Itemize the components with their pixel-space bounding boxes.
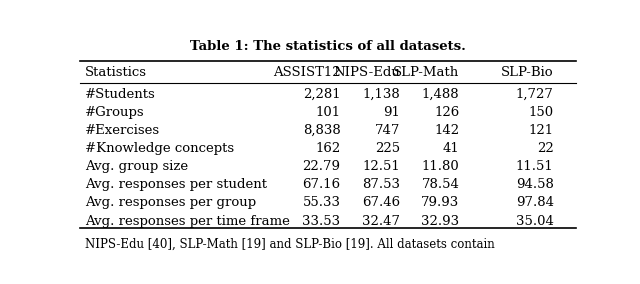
Text: 33.53: 33.53 xyxy=(302,214,340,227)
Text: #Knowledge concepts: #Knowledge concepts xyxy=(85,142,234,155)
Text: Table 1: The statistics of all datasets.: Table 1: The statistics of all datasets. xyxy=(190,39,466,53)
Text: 67.46: 67.46 xyxy=(362,197,400,209)
Text: 41: 41 xyxy=(443,142,460,155)
Text: 11.51: 11.51 xyxy=(516,160,554,173)
Text: Avg. group size: Avg. group size xyxy=(85,160,188,173)
Text: 79.93: 79.93 xyxy=(421,197,460,209)
Text: ASSIST12: ASSIST12 xyxy=(273,66,340,79)
Text: 2,281: 2,281 xyxy=(303,88,340,101)
Text: 32.47: 32.47 xyxy=(362,214,400,227)
Text: #Exercises: #Exercises xyxy=(85,124,160,137)
Text: 22: 22 xyxy=(537,142,554,155)
Text: 55.33: 55.33 xyxy=(303,197,340,209)
Text: 1,727: 1,727 xyxy=(516,88,554,101)
Text: 91: 91 xyxy=(383,106,400,119)
Text: 225: 225 xyxy=(375,142,400,155)
Text: 67.16: 67.16 xyxy=(302,178,340,191)
Text: #Groups: #Groups xyxy=(85,106,145,119)
Text: Avg. responses per time frame: Avg. responses per time frame xyxy=(85,214,290,227)
Text: 1,488: 1,488 xyxy=(422,88,460,101)
Text: 22.79: 22.79 xyxy=(303,160,340,173)
Text: NIPS-Edu: NIPS-Edu xyxy=(333,66,400,79)
Text: 87.53: 87.53 xyxy=(362,178,400,191)
Text: 97.84: 97.84 xyxy=(516,197,554,209)
Text: SLP-Math: SLP-Math xyxy=(393,66,460,79)
Text: Statistics: Statistics xyxy=(85,66,147,79)
Text: 121: 121 xyxy=(529,124,554,137)
Text: #Students: #Students xyxy=(85,88,156,101)
Text: 94.58: 94.58 xyxy=(516,178,554,191)
Text: 150: 150 xyxy=(529,106,554,119)
Text: 78.54: 78.54 xyxy=(422,178,460,191)
Text: SLP-Bio: SLP-Bio xyxy=(501,66,554,79)
Text: 1,138: 1,138 xyxy=(362,88,400,101)
Text: 101: 101 xyxy=(316,106,340,119)
Text: 747: 747 xyxy=(374,124,400,137)
Text: 8,838: 8,838 xyxy=(303,124,340,137)
Text: NIPS-Edu [40], SLP-Math [19] and SLP-Bio [19]. All datasets contain: NIPS-Edu [40], SLP-Math [19] and SLP-Bio… xyxy=(85,237,495,250)
Text: 32.93: 32.93 xyxy=(421,214,460,227)
Text: 126: 126 xyxy=(434,106,460,119)
Text: Avg. responses per student: Avg. responses per student xyxy=(85,178,267,191)
Text: Avg. responses per group: Avg. responses per group xyxy=(85,197,256,209)
Text: 142: 142 xyxy=(435,124,460,137)
Text: 162: 162 xyxy=(315,142,340,155)
Text: 35.04: 35.04 xyxy=(516,214,554,227)
Text: 11.80: 11.80 xyxy=(422,160,460,173)
Text: 12.51: 12.51 xyxy=(362,160,400,173)
